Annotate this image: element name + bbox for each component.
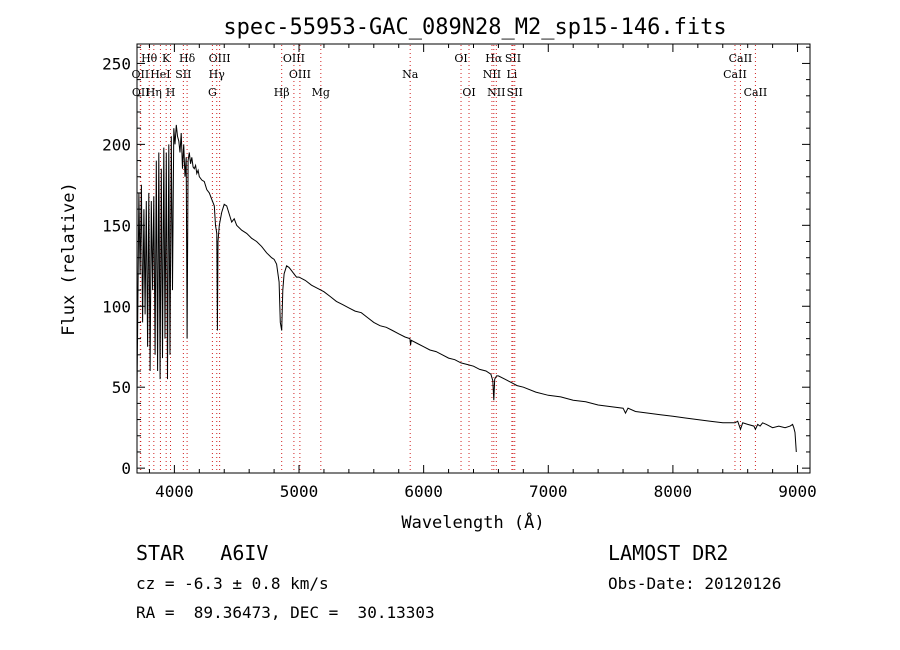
line-marker-label: NII — [483, 68, 501, 81]
y-tick-label: 100 — [102, 297, 131, 316]
line-marker-label: OIII — [209, 52, 231, 65]
line-marker-label: OIII — [289, 68, 311, 81]
x-tick-label: 8000 — [654, 482, 693, 501]
line-marker-label: Hη — [146, 86, 162, 99]
line-marker-label: Hδ — [179, 52, 196, 65]
line-marker-label: OIII — [283, 52, 305, 65]
axis-ticks: 4000 5000 6000 7000 8000 9000 0 50 100 150 200 250 — [102, 44, 817, 501]
line-marker-label: NII — [487, 86, 505, 99]
x-tick-label: 4000 — [155, 482, 194, 501]
line-marker-label: SII — [507, 86, 523, 99]
line-marker-label: OII — [132, 68, 150, 81]
line-marker-label: SII — [505, 52, 521, 65]
line-marker-label: SII — [175, 68, 191, 81]
y-axis-label: Flux (relative) — [59, 182, 79, 336]
line-marker-label: CaII — [744, 86, 768, 99]
y-tick-label: 50 — [112, 378, 131, 397]
line-marker-label: CaII — [723, 68, 747, 81]
line-marker-label: Hα — [485, 52, 503, 65]
line-marker-label: OII — [132, 86, 150, 99]
line-marker-label: OI — [454, 52, 467, 65]
observation-date: Obs-Date: 20120126 — [608, 574, 782, 593]
survey-name: LAMOST DR2 — [608, 541, 729, 565]
ra-dec: RA = 89.36473, DEC = 30.13303 — [136, 603, 435, 622]
y-tick-label: 0 — [121, 459, 131, 478]
x-tick-label: 7000 — [529, 482, 568, 501]
x-axis-label: Wavelength (Å) — [401, 511, 544, 533]
line-marker-label: CaII — [729, 52, 753, 65]
x-tick-label: 9000 — [778, 482, 817, 501]
line-marker-label: HeI — [150, 68, 170, 81]
line-marker-label: OI — [462, 86, 475, 99]
y-tick-label: 200 — [102, 135, 131, 154]
y-tick-label: 150 — [102, 216, 131, 235]
line-marker-label: Li — [506, 68, 517, 81]
plot-frame — [136, 43, 811, 474]
object-class: STAR A6IV — [136, 541, 269, 565]
line-marker-label: Hγ — [209, 68, 226, 81]
x-tick-label: 6000 — [404, 482, 443, 501]
line-marker-label: H — [166, 86, 176, 99]
spectrum-line — [136, 124, 797, 453]
line-marker-label: Na — [402, 68, 419, 81]
line-marker-label: Hβ — [274, 86, 290, 99]
redshift-cz: cz = -6.3 ± 0.8 km/s — [136, 574, 329, 593]
line-marker-label: Mg — [312, 86, 330, 99]
y-tick-label: 250 — [102, 54, 131, 73]
x-tick-label: 5000 — [280, 482, 319, 501]
line-marker-label: G — [208, 86, 217, 99]
chart-title: spec-55953-GAC_089N28_M2_sp15-146.fits — [223, 15, 726, 40]
line-marker-label: K — [162, 52, 171, 65]
